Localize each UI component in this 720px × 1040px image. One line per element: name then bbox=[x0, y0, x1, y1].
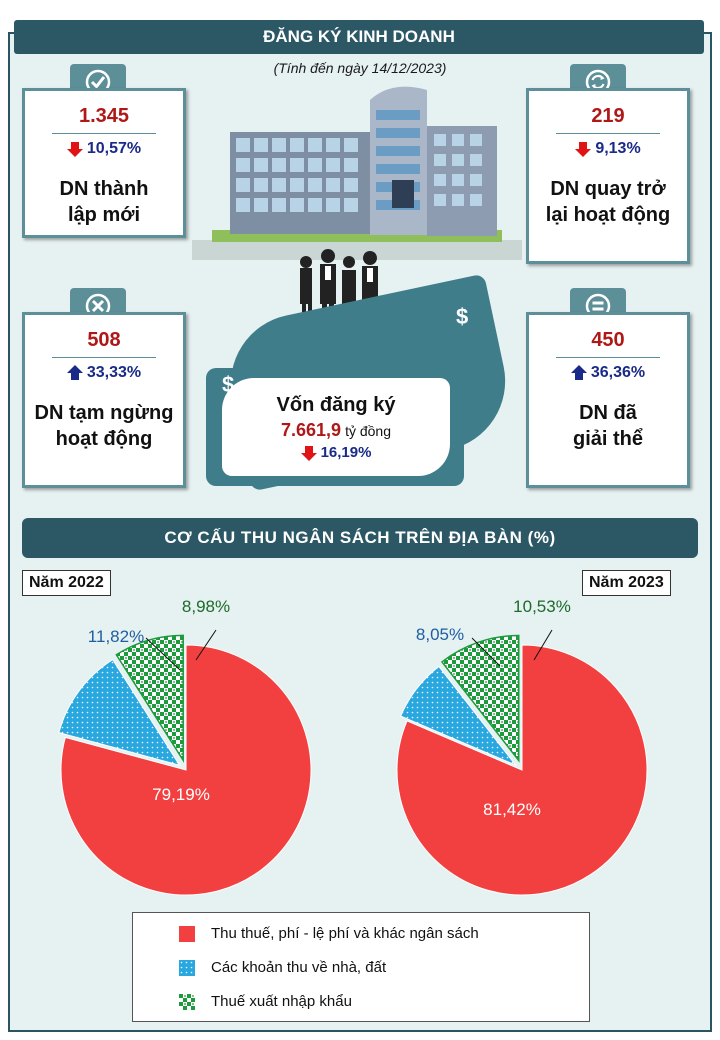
pie-2023: 81,42% 8,05% 10,53% bbox=[396, 597, 648, 896]
dollar-icon: $ bbox=[456, 304, 469, 329]
pie-label-land: 8,05% bbox=[416, 625, 464, 644]
returned-change: 9,13% bbox=[529, 140, 687, 158]
established-change: 10,57% bbox=[25, 140, 183, 158]
suspended-label-line2: hoạt động bbox=[55, 428, 153, 450]
divider bbox=[556, 357, 660, 358]
suspended-label-line1: DN tạm ngừng bbox=[34, 402, 174, 424]
pie-label-import: 8,98% bbox=[182, 597, 230, 616]
established-label-line2: lập mới bbox=[67, 204, 140, 226]
pie-2022: 79,19% 11,82% 8,98% bbox=[58, 597, 312, 896]
dissolved-label-line2: giải thể bbox=[572, 428, 643, 450]
section-title: CƠ CẤU THU NGÂN SÁCH TRÊN ĐỊA BÀN (%) bbox=[22, 518, 698, 558]
pie-label-import: 10,53% bbox=[513, 597, 571, 616]
legend-label-import: Thuế xuất nhập khẩu bbox=[211, 993, 352, 1010]
suspended-label: DN tạm ngừng hoạt động bbox=[25, 400, 183, 452]
pie-label-tax: 79,19% bbox=[152, 785, 210, 804]
divider bbox=[52, 133, 156, 134]
down-arrow-icon bbox=[66, 142, 83, 157]
pie-slice-tax bbox=[60, 644, 312, 896]
established-value: 1.345 bbox=[78, 105, 130, 127]
returned-change-value: 9,13% bbox=[595, 140, 641, 157]
returned-label-line1: DN quay trở bbox=[550, 178, 666, 200]
legend-swatch-land bbox=[179, 959, 195, 976]
legend-swatch-tax bbox=[179, 925, 195, 942]
pie-slice-tax bbox=[396, 644, 648, 896]
dissolved-value: 450 bbox=[591, 329, 625, 351]
up-arrow-icon bbox=[66, 365, 83, 380]
pie-charts: 79,19% 11,82% 8,98% 81,42% 8,05% 10,53% bbox=[58, 597, 648, 896]
dissolved-change: 36,36% bbox=[529, 364, 687, 382]
card-suspended: 508 33,33% DN tạm ngừng hoạt động bbox=[22, 312, 186, 488]
leader-line bbox=[471, 637, 501, 667]
page-title: ĐĂNG KÝ KINH DOANH bbox=[14, 20, 704, 54]
divider bbox=[556, 133, 660, 134]
legend-swatch-import bbox=[179, 993, 195, 1010]
returned-value: 219 bbox=[591, 105, 625, 127]
returned-label-line2: lại hoạt động bbox=[545, 204, 671, 226]
card-established: 1.345 10,57% DN thành lập mới bbox=[22, 88, 186, 238]
leader-line bbox=[533, 629, 553, 661]
pie-slice-import bbox=[440, 634, 520, 763]
divider bbox=[52, 357, 156, 358]
capital-title: Vốn đăng ký bbox=[276, 394, 396, 416]
year-2022-label: Năm 2022 bbox=[22, 570, 111, 596]
card-dissolved: 450 36,36% DN đã giải thể bbox=[526, 312, 690, 488]
established-label: DN thành lập mới bbox=[25, 176, 183, 228]
dissolved-label: DN đã giải thể bbox=[529, 400, 687, 452]
card-returned: 219 9,13% DN quay trở lại hoạt động bbox=[526, 88, 690, 264]
dissolved-change-value: 36,36% bbox=[590, 364, 646, 381]
down-arrow-icon bbox=[300, 445, 317, 461]
suspended-change-value: 33,33% bbox=[86, 364, 142, 381]
legend: Thu thuế, phí - lệ phí và khác ngân sách… bbox=[132, 912, 590, 1022]
pie-label-land: 11,82% bbox=[88, 627, 144, 646]
legend-label-land: Các khoản thu về nhà, đất bbox=[211, 959, 387, 976]
pie-slice-land bbox=[58, 658, 181, 767]
leader-line bbox=[145, 637, 181, 671]
down-arrow-icon bbox=[575, 142, 592, 157]
up-arrow-icon bbox=[570, 365, 587, 380]
pie-label-tax: 81,42% bbox=[483, 800, 541, 819]
established-label-line1: DN thành bbox=[59, 178, 149, 200]
legend-item-land: Các khoản thu về nhà, đất bbox=[179, 959, 386, 976]
capital-change-value: 16,19% bbox=[320, 444, 372, 461]
legend-item-tax: Thu thuế, phí - lệ phí và khác ngân sách bbox=[179, 925, 479, 942]
capital-panel: Vốn đăng ký 7.661,9 tỷ đồng 16,19% bbox=[222, 378, 450, 476]
established-change-value: 10,57% bbox=[86, 140, 142, 157]
pie-slice-land bbox=[400, 665, 518, 767]
legend-item-import: Thuế xuất nhập khẩu bbox=[179, 993, 352, 1010]
capital-value: 7.661,9 bbox=[281, 420, 342, 440]
suspended-change: 33,33% bbox=[25, 364, 183, 382]
year-2023-label: Năm 2023 bbox=[582, 570, 671, 596]
capital-unit: tỷ đồng bbox=[345, 423, 391, 439]
returned-label: DN quay trở lại hoạt động bbox=[529, 176, 687, 228]
legend-label-tax: Thu thuế, phí - lệ phí và khác ngân sách bbox=[211, 925, 479, 942]
dissolved-label-line1: DN đã bbox=[579, 402, 637, 424]
page-subtitle: (Tính đến ngày 14/12/2023) bbox=[273, 60, 447, 76]
capital-change: 16,19% bbox=[222, 444, 450, 461]
leader-line bbox=[195, 629, 217, 661]
suspended-value: 508 bbox=[87, 329, 121, 351]
capital-value-row: 7.661,9 tỷ đồng bbox=[222, 420, 450, 441]
